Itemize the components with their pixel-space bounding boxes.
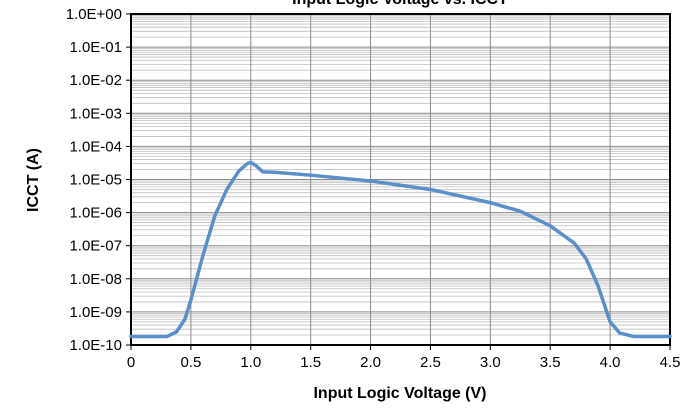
x-tick-label: 3.5 <box>540 354 561 371</box>
plot-frame <box>130 13 671 346</box>
y-tick-label: 1.0E-09 <box>69 304 122 321</box>
y-tick-label: 1.0E-04 <box>69 138 122 155</box>
y-tick-label: 1.0E-05 <box>69 172 122 189</box>
y-tick-label: 1.0E-01 <box>69 39 122 56</box>
y-tick-label: 1.0E+00 <box>66 6 122 23</box>
x-tick-label: 4.0 <box>600 354 621 371</box>
x-tick-label: 4.5 <box>660 354 681 371</box>
x-axis-title: Input Logic Voltage (V) <box>313 385 486 402</box>
x-tick-label: 2.5 <box>420 354 441 371</box>
y-axis-title: ICCT (A) <box>25 148 42 212</box>
x-tick-label: 2.0 <box>360 354 381 371</box>
x-tick-label: 1.0 <box>240 354 261 371</box>
y-tick-label: 1.0E-08 <box>69 271 122 288</box>
y-tick-label: 1.0E-10 <box>69 337 122 354</box>
chart-title: Input Logic Voltage vs. ICCT <box>292 0 508 8</box>
y-tick-label: 1.0E-07 <box>69 238 122 255</box>
x-tick-label: 1.5 <box>300 354 321 371</box>
y-tick-label: 1.0E-06 <box>69 205 122 222</box>
x-tick-label: 3.0 <box>480 354 501 371</box>
x-tick-label: 0.5 <box>180 354 201 371</box>
x-tick-label: 0 <box>127 354 135 371</box>
y-tick-label: 1.0E-02 <box>69 72 122 89</box>
y-tick-label: 1.0E-03 <box>69 105 122 122</box>
data-line <box>129 160 672 339</box>
